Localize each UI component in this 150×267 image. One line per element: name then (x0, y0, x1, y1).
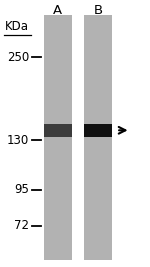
Text: A: A (53, 4, 62, 17)
Text: B: B (94, 4, 103, 17)
Bar (84, 124, 112, 137)
Text: 72: 72 (14, 219, 29, 232)
Bar (44, 15, 72, 260)
Text: 95: 95 (14, 183, 29, 196)
Text: 250: 250 (7, 51, 29, 64)
Bar (44, 124, 72, 137)
Text: 130: 130 (7, 134, 29, 147)
Text: KDa: KDa (5, 20, 29, 33)
Bar (84, 15, 112, 260)
